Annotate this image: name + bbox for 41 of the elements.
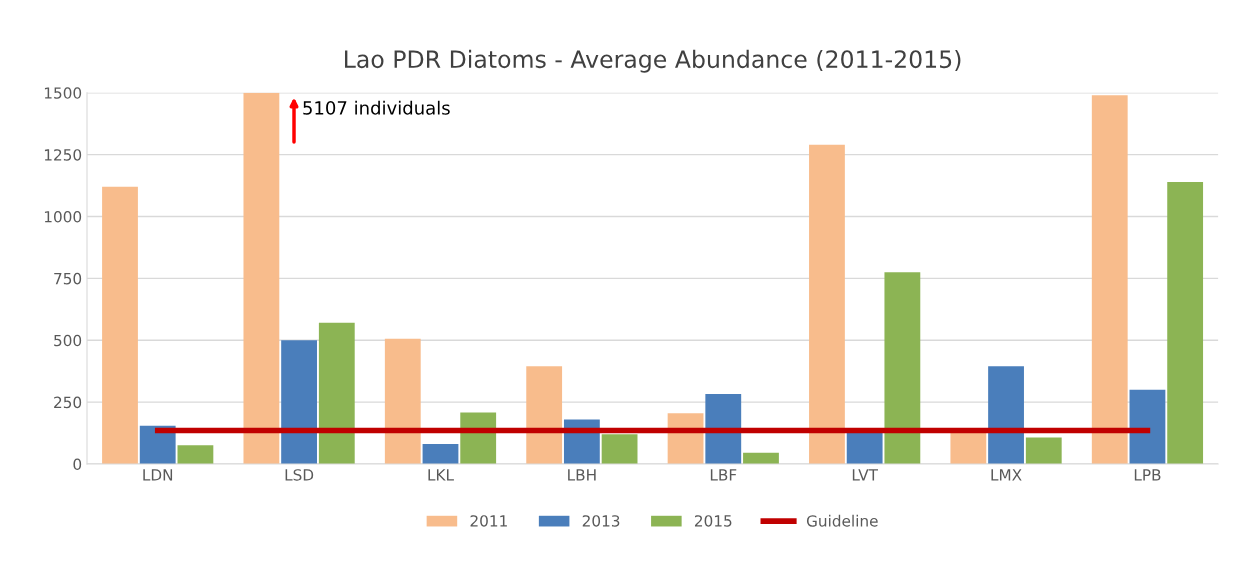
x-tick-label: LBH — [568, 469, 596, 481]
bar — [1025, 437, 1062, 464]
x-tick-label: LKL — [428, 469, 454, 481]
annotation: 5107 individuals — [303, 100, 450, 115]
bar — [743, 452, 779, 464]
bar — [950, 431, 987, 464]
bar — [318, 322, 355, 464]
bar — [705, 393, 742, 464]
bar — [809, 144, 845, 464]
legend-label: 2013 — [582, 515, 620, 527]
bar — [884, 272, 921, 464]
bar — [243, 92, 280, 464]
bar — [1129, 389, 1166, 464]
legend-label: 2015 — [694, 515, 732, 527]
bar — [988, 366, 1024, 464]
bar — [422, 443, 459, 464]
legend-label: 2011 — [470, 515, 507, 527]
bar — [177, 445, 214, 464]
bar — [1167, 181, 1204, 464]
bar — [102, 186, 138, 464]
y-tick-label: 250 — [54, 396, 82, 409]
bar — [1091, 95, 1128, 464]
bar — [601, 434, 638, 464]
chart-title: Lao PDR Diatoms - Average Abundance (2011-2015) — [345, 49, 961, 73]
x-tick-label: LVT — [852, 469, 879, 481]
x-tick-label: LDN — [143, 469, 173, 481]
y-tick-label: 750 — [54, 272, 82, 285]
x-tick-label: LBF — [710, 469, 737, 481]
bar — [526, 366, 563, 464]
x-tick-label: LPB — [1134, 469, 1161, 481]
y-tick-label: 1000 — [44, 211, 82, 223]
legend-label: Guideline — [806, 514, 878, 527]
bar — [281, 340, 318, 464]
x-tick-label: LSD — [285, 469, 314, 481]
bar — [846, 431, 883, 464]
bar — [384, 338, 421, 464]
y-tick-label: 1500 — [44, 87, 82, 99]
x-tick-label: LMX — [991, 469, 1022, 481]
y-tick-label: 0 — [73, 458, 82, 471]
y-tick-label: 1250 — [44, 149, 82, 161]
y-tick-label: 500 — [54, 334, 82, 347]
